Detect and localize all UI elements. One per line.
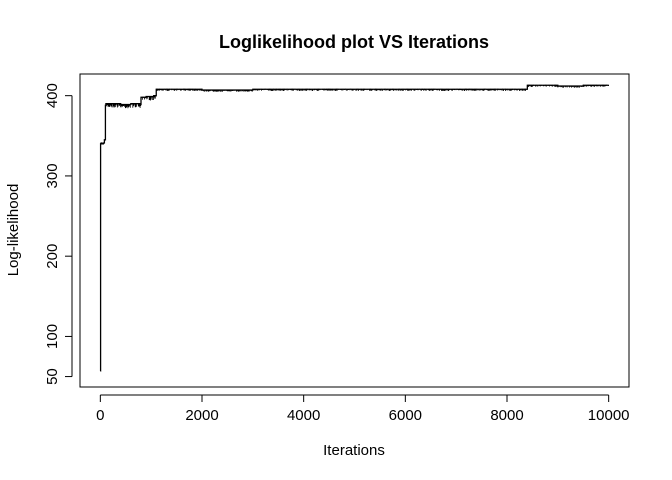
chart-title: Loglikelihood plot VS Iterations (219, 32, 489, 52)
y-axis: 50 100 200 300 400 (44, 83, 73, 385)
x-tick-label: 4000 (287, 407, 320, 424)
y-axis-label: Log-likelihood (5, 184, 22, 277)
x-tick-label: 0 (96, 407, 104, 424)
x-tick-label: 10000 (588, 407, 630, 424)
y-tick-label: 50 (44, 368, 61, 385)
series-noise-path (105, 84, 609, 109)
series-line (99, 84, 609, 372)
y-tick-label: 100 (44, 324, 61, 349)
y-tick-label: 300 (44, 163, 61, 188)
x-tick-label: 8000 (490, 407, 523, 424)
x-axis-label: Iterations (323, 442, 385, 459)
x-tick-label: 6000 (389, 407, 422, 424)
series-noise (105, 84, 609, 109)
x-axis: 0 2000 4000 6000 8000 10000 (96, 394, 630, 424)
y-tick-label: 400 (44, 83, 61, 108)
x-tick-label: 2000 (185, 407, 218, 424)
y-tick-label: 200 (44, 244, 61, 269)
plot-frame (79, 73, 630, 388)
